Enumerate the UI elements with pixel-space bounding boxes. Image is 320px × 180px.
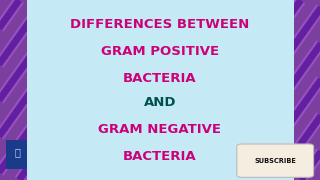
FancyBboxPatch shape (237, 144, 314, 177)
Bar (6, 140, 27, 169)
Text: BACTERIA: BACTERIA (123, 150, 197, 163)
Text: 👍: 👍 (15, 147, 21, 157)
Text: AND: AND (144, 96, 176, 109)
Text: GRAM NEGATIVE: GRAM NEGATIVE (99, 123, 221, 136)
Text: BACTERIA: BACTERIA (123, 72, 197, 85)
Bar (27, 0, 294, 180)
Text: SUBSCRIBE: SUBSCRIBE (254, 158, 296, 164)
Text: DIFFERENCES BETWEEN: DIFFERENCES BETWEEN (70, 18, 250, 31)
Text: GRAM POSITIVE: GRAM POSITIVE (101, 45, 219, 58)
